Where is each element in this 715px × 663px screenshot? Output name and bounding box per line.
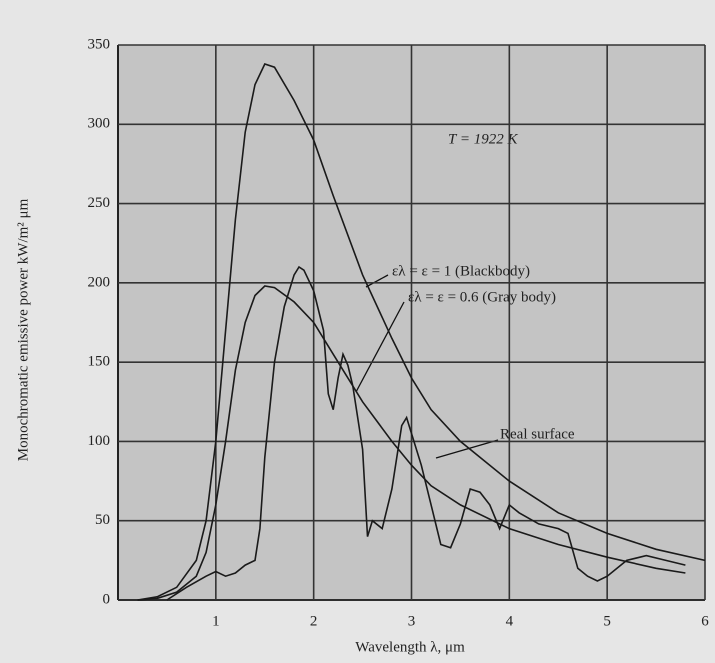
arrow	[435, 439, 499, 459]
arrow	[355, 301, 405, 393]
x-axis-label: Wavelength λ, μm	[355, 639, 465, 655]
y-tick-label: 150	[88, 354, 111, 370]
x-tick-label: 6	[701, 613, 709, 629]
series-line	[137, 285, 686, 601]
y-tick-label: 200	[88, 274, 111, 290]
series-line	[137, 63, 706, 601]
x-tick-label: 2	[310, 613, 318, 629]
x-tick-label: 5	[603, 613, 611, 629]
y-tick-label: 100	[88, 433, 111, 449]
series-label: Real surface	[500, 426, 575, 442]
y-tick-label: 350	[88, 36, 111, 52]
x-tick-label: 1	[212, 613, 220, 629]
series-line	[166, 265, 686, 601]
x-tick-label: 3	[408, 613, 416, 629]
y-tick-label: 0	[103, 591, 111, 607]
arrows	[355, 274, 499, 459]
arrow	[365, 274, 389, 288]
series-label: ελ = ε = 0.6 (Gray body)	[408, 289, 556, 305]
y-tick-label: 300	[88, 116, 111, 132]
y-tick-label: 250	[88, 195, 111, 211]
y-axis-label: Monochromatic emissive power kW/m² μm	[15, 198, 31, 461]
temperature-annotation: T = 1922 K	[448, 131, 518, 147]
y-tick-label: 50	[95, 512, 110, 528]
series-label: ελ = ε = 1 (Blackbody)	[392, 263, 530, 279]
x-tick-label: 4	[506, 613, 514, 629]
